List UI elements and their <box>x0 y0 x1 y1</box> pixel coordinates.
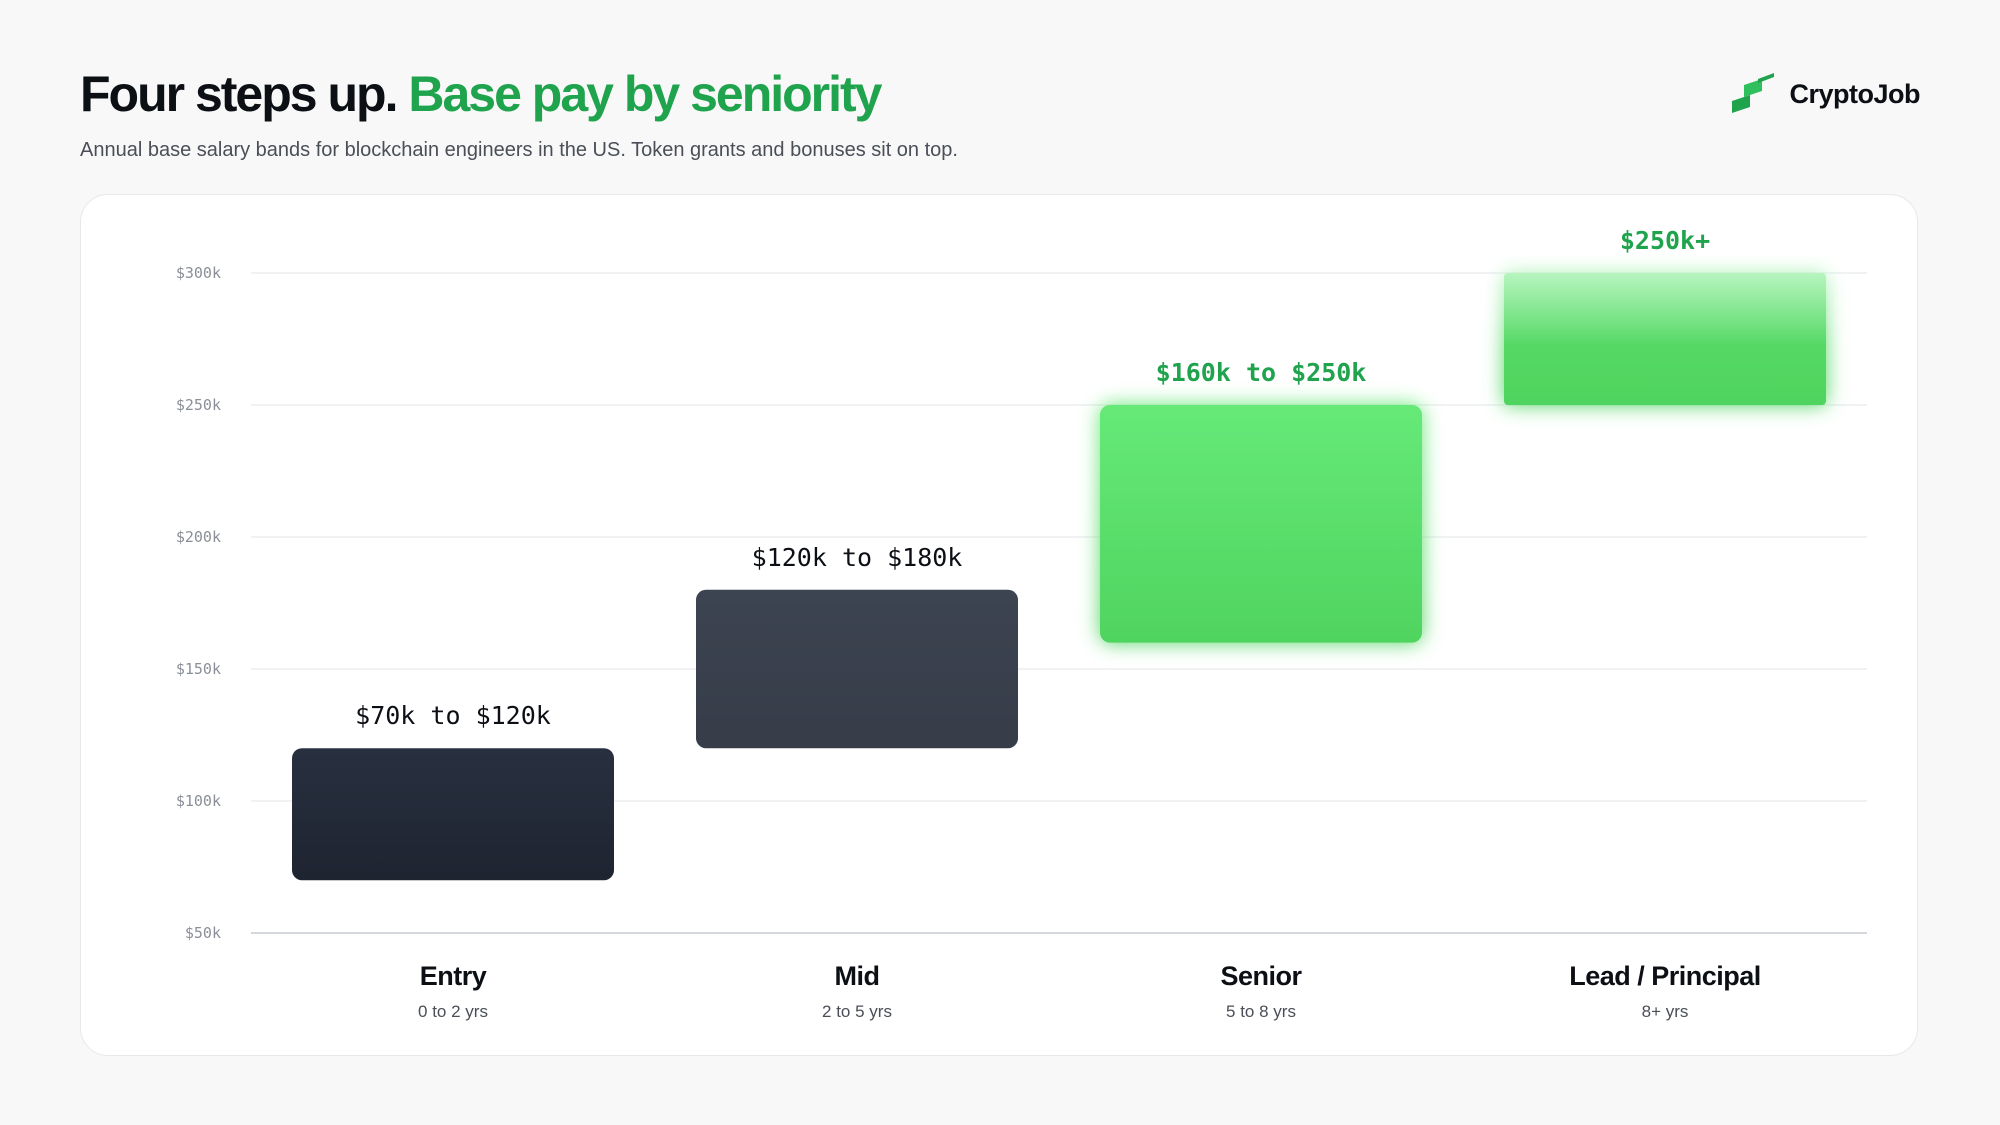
range-data-label: $120k to $180k <box>752 543 963 572</box>
page-title: Four steps up. Base pay by seniority <box>80 62 958 126</box>
brand-name: CryptoJob <box>1789 78 1921 109</box>
chart-card: $300k $250k $200k $150k $100k $50k $70k to $12… <box>80 194 1918 1056</box>
title-lead: Four steps up. <box>80 66 398 122</box>
category-sublabel: 2 to 5 yrs <box>822 1002 892 1021</box>
y-tick-label: $250k <box>176 396 221 414</box>
salary-band-chart: $300k $250k $200k $150k $100k $50k $70k to $12… <box>176 226 1867 1021</box>
y-tick-label: $150k <box>176 660 221 678</box>
y-tick-label: $50k <box>185 924 221 942</box>
range-data-label: $250k+ <box>1620 226 1710 255</box>
category-label: Mid <box>835 961 880 991</box>
category-label: Lead / Principal <box>1569 961 1761 991</box>
label-layer: $300k $250k $200k $150k $100k $50k $70k to $12… <box>176 226 1761 1021</box>
range-data-label: $70k to $120k <box>355 701 551 730</box>
category-label: Senior <box>1220 961 1302 991</box>
range-bar-senior <box>1100 405 1422 643</box>
y-tick-label: $200k <box>176 528 221 546</box>
range-data-label: $160k to $250k <box>1156 358 1367 387</box>
bar-layer <box>292 273 1826 881</box>
page-subtitle: Annual base salary bands for blockchain … <box>80 139 958 161</box>
category-label: Entry <box>420 961 487 991</box>
y-tick-label: $100k <box>176 792 221 810</box>
title-accent: Base pay by seniority <box>408 66 882 122</box>
brand-logo: CryptoJob <box>1730 72 1921 116</box>
stairs-logo-icon <box>1731 73 1774 113</box>
category-sublabel: 8+ yrs <box>1642 1002 1689 1021</box>
category-sublabel: 0 to 2 yrs <box>418 1002 488 1021</box>
y-tick-label: $300k <box>176 264 221 282</box>
range-bar-entry <box>292 748 614 881</box>
category-sublabel: 5 to 8 yrs <box>1226 1002 1296 1021</box>
range-bar-mid <box>696 589 1018 749</box>
range-bar-lead-principal <box>1504 273 1826 405</box>
header: Four steps up. Base pay by seniority Ann… <box>80 62 958 164</box>
